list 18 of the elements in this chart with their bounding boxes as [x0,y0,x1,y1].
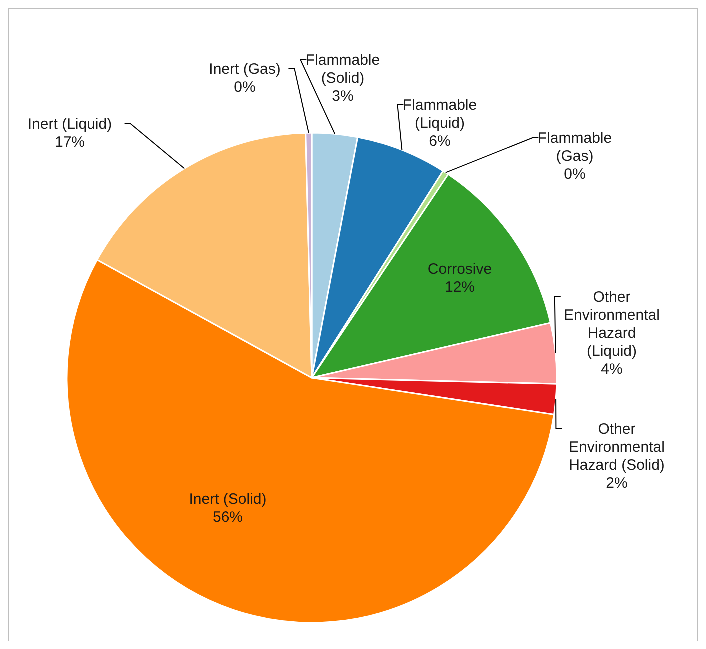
data-label: 2% [606,475,628,492]
data-label: 0% [234,79,256,96]
data-label: 56% [212,509,244,526]
slice-label: Flammable (Liquid) [402,97,478,132]
slice-label: Flammable (Solid) [306,52,380,87]
slice-label: Other Environmental Hazard (Liquid) [564,289,660,360]
slice-label: Flammable (Gas) [538,130,612,165]
data-label: 17% [54,134,86,151]
slice-label: Other Environmental Hazard (Solid) [569,421,665,474]
data-label: 12% [444,279,476,296]
slice-label: Inert (Gas) [209,61,281,78]
slice-label: Corrosive [428,261,492,278]
data-label: 4% [601,361,623,378]
slice-label: Inert (Solid) [189,491,267,508]
data-label: 6% [429,133,451,150]
slice-label: Inert (Liquid) [28,116,112,133]
data-label: 3% [332,88,354,105]
data-label: 0% [564,166,586,183]
